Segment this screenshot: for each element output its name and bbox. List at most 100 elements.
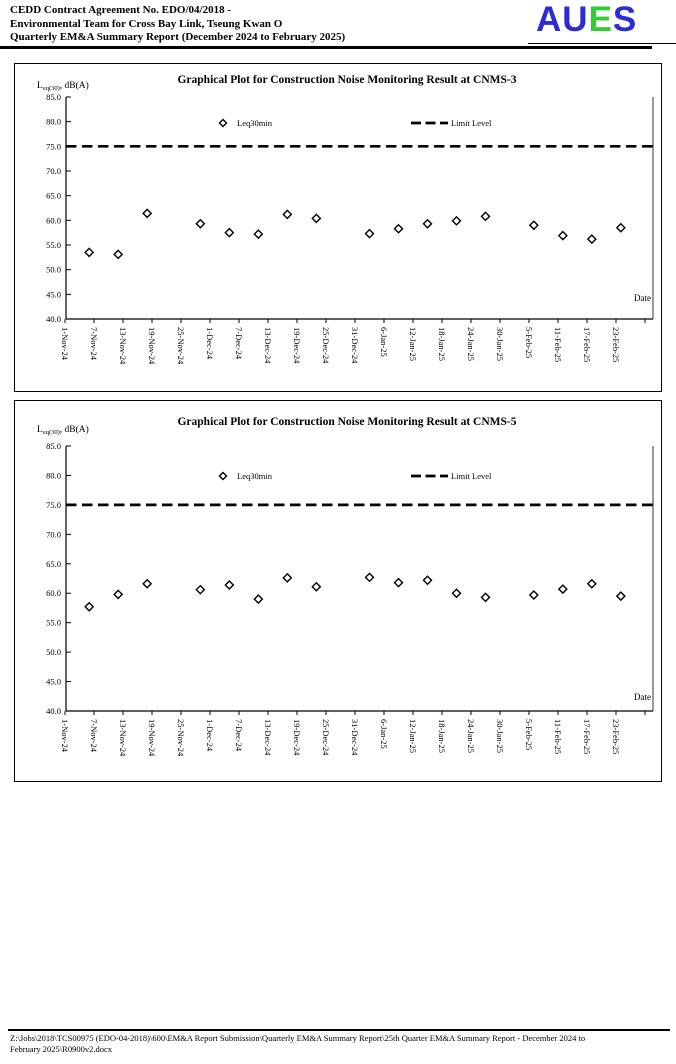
- legend-diamond-marker: [218, 471, 228, 481]
- x-tick-label: 5-Feb-25: [524, 327, 534, 358]
- y-axis-title: Leq(30), dB(A): [37, 424, 89, 436]
- x-tick-label: 19-Nov-24: [147, 327, 157, 365]
- footer-path-line-2: February 2025\R0900v2.docx: [10, 1044, 112, 1054]
- header-line-2: Environmental Team for Cross Bay Link, T…: [10, 17, 283, 30]
- y-tick-label: 75.0: [46, 141, 61, 151]
- y-axis-title: Leq(30), dB(A): [37, 80, 89, 92]
- legend-label-limit-level: Limit Level: [451, 118, 492, 128]
- footer-rule: [8, 1029, 670, 1031]
- noise-chart-cnms-3: Graphical Plot for Construction Noise Mo…: [14, 63, 662, 392]
- y-tick-label: 60.0: [46, 588, 61, 598]
- chart-canvas: Graphical Plot for Construction Noise Mo…: [37, 416, 654, 757]
- data-point-marker: [253, 594, 264, 605]
- data-point-marker: [195, 218, 206, 229]
- x-tick-label: 5-Feb-25: [524, 719, 534, 750]
- x-tick-label: 11-Feb-25: [553, 327, 563, 362]
- data-point-marker: [282, 209, 293, 220]
- data-point-marker: [84, 601, 95, 612]
- x-tick-label: 12-Jan-25: [408, 719, 418, 753]
- y-tick-label: 80.0: [46, 117, 61, 127]
- x-tick-label: 13-Nov-24: [118, 719, 128, 757]
- x-tick-label: 7-Dec-24: [234, 327, 244, 360]
- y-tick-label: 85.0: [46, 92, 61, 102]
- x-tick-label: 19-Dec-24: [292, 719, 302, 756]
- y-tick-label: 75.0: [46, 500, 61, 510]
- data-point-marker: [364, 572, 375, 583]
- data-point-marker: [113, 249, 124, 260]
- legend-label-leq30min: Leq30min: [237, 471, 273, 481]
- y-tick-label: 65.0: [46, 191, 61, 201]
- x-tick-label: 24-Jan-25: [466, 327, 476, 361]
- data-point-marker: [422, 218, 433, 229]
- data-point-marker: [615, 591, 626, 602]
- y-tick-label: 65.0: [46, 559, 61, 569]
- data-point-marker: [253, 229, 264, 240]
- chart-canvas: Graphical Plot for Construction Noise Mo…: [37, 74, 654, 365]
- x-tick-label: 25-Dec-24: [321, 719, 331, 756]
- data-point-marker: [615, 222, 626, 233]
- aues-logo: AUES: [536, 1, 672, 39]
- data-point-marker: [480, 592, 491, 603]
- data-point-marker: [364, 228, 375, 239]
- report-header: CEDD Contract Agreement No. EDO/04/2018 …: [10, 4, 480, 45]
- data-point-marker: [422, 575, 433, 586]
- y-tick-label: 40.0: [46, 706, 61, 716]
- data-point-marker: [528, 220, 539, 231]
- chart-title: Graphical Plot for Construction Noise Mo…: [177, 416, 516, 428]
- x-tick-label: 17-Feb-25: [582, 327, 592, 362]
- data-point-marker: [586, 234, 597, 245]
- data-point-marker: [142, 208, 153, 219]
- y-tick-label: 45.0: [46, 677, 61, 687]
- x-tick-label: 19-Dec-24: [292, 327, 302, 364]
- x-tick-label: 31-Dec-24: [350, 327, 360, 364]
- y-tick-label: 70.0: [46, 529, 61, 539]
- footer-file-path: Z:\Jobs\2018\TCS00975 (EDO-04-2018)\600\…: [10, 1033, 672, 1055]
- x-tick-label: 12-Jan-25: [408, 327, 418, 361]
- data-point-marker: [224, 227, 235, 238]
- data-point-marker: [557, 230, 568, 241]
- y-tick-label: 80.0: [46, 470, 61, 480]
- x-tick-label: 13-Nov-24: [118, 327, 128, 365]
- y-tick-label: 55.0: [46, 240, 61, 250]
- x-tick-label: 17-Feb-25: [582, 719, 592, 754]
- y-tick-label: 50.0: [46, 265, 61, 275]
- x-tick-label: 30-Jan-25: [495, 327, 505, 361]
- x-tick-label: 23-Feb-25: [611, 719, 621, 754]
- x-tick-label: 6-Jan-25: [379, 719, 389, 749]
- legend-label-limit-level: Limit Level: [451, 471, 492, 481]
- header-rule: [0, 46, 652, 49]
- x-tick-label: 25-Dec-24: [321, 327, 331, 364]
- logo-underline: [528, 43, 676, 44]
- x-tick-label: 1-Nov-24: [60, 719, 70, 753]
- x-tick-label: 13-Dec-24: [263, 327, 273, 364]
- x-tick-label: 13-Dec-24: [263, 719, 273, 756]
- logo-letter: U: [562, 0, 589, 39]
- data-point-marker: [113, 589, 124, 600]
- header-line-3: Quarterly EM&A Summary Report (December …: [10, 31, 346, 43]
- y-tick-label: 55.0: [46, 618, 61, 628]
- data-point-marker: [451, 588, 462, 599]
- x-tick-label: 1-Dec-24: [205, 327, 215, 360]
- x-tick-label: 23-Feb-25: [611, 327, 621, 362]
- data-point-marker: [224, 579, 235, 590]
- x-tick-label: 1-Dec-24: [205, 719, 215, 752]
- data-point-marker: [282, 572, 293, 583]
- y-tick-label: 70.0: [46, 166, 61, 176]
- y-tick-label: 85.0: [46, 441, 61, 451]
- x-tick-label: 30-Jan-25: [495, 719, 505, 753]
- x-tick-label: 24-Jan-25: [466, 719, 476, 753]
- chart-title: Graphical Plot for Construction Noise Mo…: [177, 74, 516, 86]
- data-point-marker: [393, 577, 404, 588]
- legend-diamond-marker: [218, 118, 228, 128]
- footer-path-line-1: Z:\Jobs\2018\TCS00975 (EDO-04-2018)\600\…: [10, 1033, 586, 1043]
- data-point-marker: [586, 578, 597, 589]
- x-tick-label: 25-Nov-24: [176, 719, 186, 757]
- x-tick-label: 7-Nov-24: [89, 719, 99, 753]
- legend-label-leq30min: Leq30min: [237, 118, 273, 128]
- y-tick-label: 45.0: [46, 289, 61, 299]
- data-point-marker: [195, 584, 206, 595]
- logo-letter: A: [536, 0, 563, 39]
- data-point-marker: [84, 247, 95, 258]
- y-tick-label: 50.0: [46, 647, 61, 657]
- x-tick-label: 18-Jan-25: [437, 327, 447, 361]
